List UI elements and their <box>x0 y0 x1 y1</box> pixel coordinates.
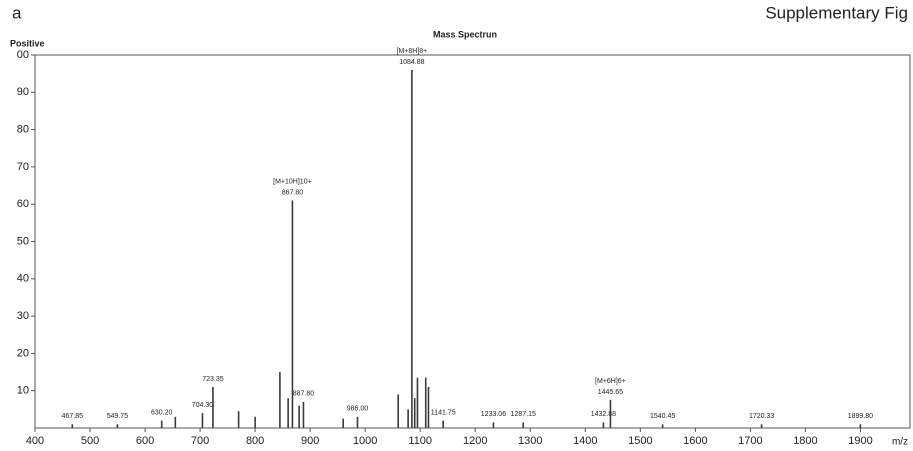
x-tick-label: 1900 <box>848 435 872 447</box>
x-tick-label: 1000 <box>353 435 377 447</box>
peak-label: 630.20 <box>151 409 173 416</box>
x-tick-label: 1500 <box>628 435 652 447</box>
y-tick-label: 60 <box>17 198 29 210</box>
y-tick-label: 10 <box>17 385 29 397</box>
peak-label: 1141.75 <box>431 409 456 416</box>
panel-label: a <box>12 3 22 22</box>
y-tick-label: 90 <box>17 86 29 98</box>
y-tick-label: 20 <box>17 347 29 359</box>
y-tick-label: 00 <box>17 49 29 61</box>
chart-title: Mass Spectrun <box>433 29 497 39</box>
y-tick-label: 70 <box>17 161 29 173</box>
x-axis-label: m/z <box>892 437 908 448</box>
peak-label: 549.75 <box>107 413 129 420</box>
ion-label: [M+10H]10+ <box>273 178 312 185</box>
peak-label: 1084.88 <box>399 59 424 66</box>
x-tick-label: 800 <box>246 435 264 447</box>
x-tick-label: 1200 <box>463 435 487 447</box>
plot-frame <box>34 54 911 429</box>
y-tick-label: 30 <box>17 310 29 322</box>
x-tick-label: 1600 <box>683 435 707 447</box>
peak-label: 986.00 <box>347 406 369 413</box>
x-tick-label: 1800 <box>793 435 817 447</box>
peak-label: 1540.45 <box>650 413 675 420</box>
x-tick-label: 500 <box>81 435 99 447</box>
x-tick-label: 1300 <box>518 435 542 447</box>
y-tick-label: 40 <box>17 273 29 285</box>
y-tick-label: 80 <box>17 124 29 136</box>
x-tick-label: 700 <box>191 435 209 447</box>
peak-label: 1287.15 <box>511 411 536 418</box>
x-tick-label: 900 <box>301 435 319 447</box>
peak-label: 887.80 <box>293 391 315 398</box>
peak-label: 723.35 <box>202 376 224 383</box>
x-tick-label: 1400 <box>573 435 597 447</box>
peak-label: 1445.65 <box>598 389 623 396</box>
ion-label: [M+6H]6+ <box>595 378 626 385</box>
ion-label: [M+8H]8+ <box>397 48 428 55</box>
peak-label: 1899.80 <box>848 413 873 420</box>
peak-label: 704.30 <box>192 402 214 409</box>
peak-label: 1720.33 <box>749 413 774 420</box>
x-tick-label: 600 <box>136 435 154 447</box>
figure-caption: Supplementary Fig <box>765 3 908 22</box>
x-tick-label: 1100 <box>408 435 432 447</box>
peak-label: 867.80 <box>282 189 304 196</box>
y-tick-label: 50 <box>17 235 29 247</box>
peak-label: 1432.88 <box>591 411 616 418</box>
x-tick-label: 400 <box>26 435 44 447</box>
x-tick-label: 1700 <box>738 435 762 447</box>
peak-label: 1233.06 <box>481 411 506 418</box>
peak-label: 467.85 <box>62 413 84 420</box>
mode-label: Positive <box>10 38 45 48</box>
